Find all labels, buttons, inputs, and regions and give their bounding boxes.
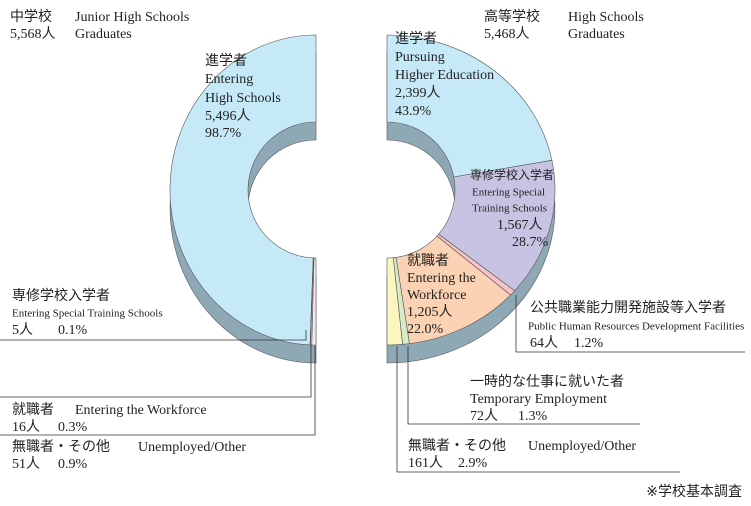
chart-title: Graduates (568, 27, 625, 42)
donut-segment (386, 257, 403, 346)
leader-line (515, 295, 745, 353)
segment-label: Training Schools (472, 203, 547, 215)
segment-label: 公共職業能力開発施設等入学者 (530, 299, 726, 316)
percent-label: 2.9% (458, 456, 488, 471)
percent-label: 1.3% (518, 409, 548, 424)
segment-label: High Schools (205, 91, 281, 106)
percent-label: 28.7% (512, 235, 549, 250)
total-label: 5,568人 (10, 26, 56, 42)
value-label: 161人 (408, 455, 443, 471)
percent-label: 0.3% (58, 420, 88, 435)
leader-line (407, 346, 640, 425)
segment-label: 就職者 (12, 402, 54, 418)
segment-label: Entering Special Training Schools (12, 308, 163, 320)
segment-label: Unemployed/Other (138, 440, 246, 455)
percent-label: 22.0% (407, 322, 444, 337)
segment-label: Entering the Workforce (75, 403, 207, 418)
segment-label: Workforce (407, 288, 467, 303)
segment-label: 無職者・その他 (12, 439, 110, 455)
value-label: 2,399人 (395, 85, 441, 101)
segment-label: 進学者 (395, 31, 437, 47)
value-label: 72人 (470, 408, 498, 424)
segment-label: Temporary Employment (470, 392, 607, 407)
percent-label: 0.9% (58, 457, 88, 472)
segment-label: 無職者・その他 (408, 438, 506, 454)
segment-label: Pursuing (395, 50, 445, 65)
total-label: 5,468人 (484, 26, 530, 42)
chart-title: 中学校 (10, 8, 52, 25)
segment-label: Public Human Resources Development Facil… (528, 321, 744, 333)
segment-label: Entering Special (472, 187, 545, 199)
percent-label: 43.9% (395, 104, 432, 119)
segment-label: 専修学校入学者 (470, 167, 554, 182)
value-label: 64人 (530, 335, 558, 351)
percent-label: 1.2% (574, 336, 604, 351)
segment-label: Entering the (407, 271, 476, 286)
value-label: 1,205人 (407, 304, 453, 320)
segment-label: Entering (205, 72, 253, 87)
value-label: 5人 (12, 322, 33, 338)
donut-segment (311, 257, 317, 346)
segment-label: Higher Education (395, 68, 494, 83)
leader-line (0, 330, 307, 341)
source-note: ※学校基本調査 (646, 483, 742, 500)
leader-line (0, 346, 316, 436)
segment-label: 進学者 (205, 53, 247, 69)
leader-line (0, 345, 312, 398)
donut-segment (169, 34, 317, 346)
donut-segment (386, 34, 553, 178)
value-label: 1,567人 (497, 217, 543, 233)
segment-label: Unemployed/Other (528, 439, 636, 454)
segment-label: 専修学校入学者 (12, 287, 110, 304)
segment-label: 就職者 (407, 253, 449, 269)
chart-title: High Schools (568, 10, 644, 25)
chart-title: Graduates (75, 27, 132, 42)
segment-label: 一時的な仕事に就いた者 (470, 374, 624, 390)
donut-segment (438, 160, 556, 292)
percent-label: 0.1% (58, 323, 88, 338)
chart-title: 高等学校 (484, 8, 540, 25)
value-label: 51人 (12, 456, 40, 472)
percent-label: 98.7% (205, 126, 242, 141)
value-label: 16人 (12, 419, 40, 435)
leader-line (396, 346, 680, 473)
value-label: 5,496人 (205, 108, 251, 124)
chart-title: Junior High Schools (75, 10, 189, 25)
